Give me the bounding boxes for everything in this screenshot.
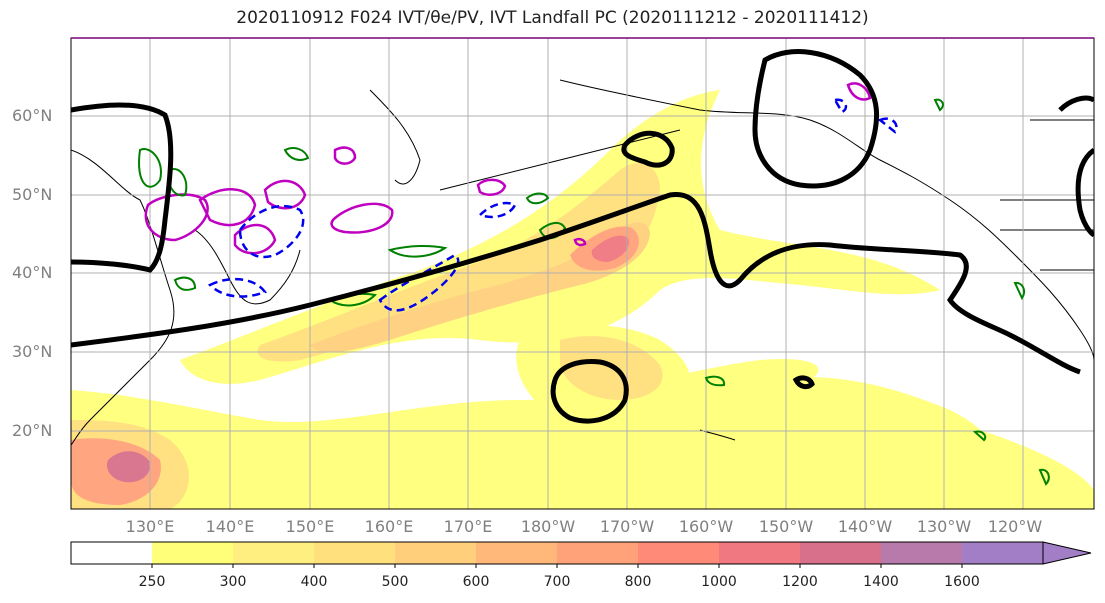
theta-blue-contours [207,98,898,312]
pv-contour [198,188,257,227]
pv-contour [333,146,357,165]
colorbar-segment [233,542,315,564]
colorbar-tick-label: 1400 [863,574,899,590]
lon-label: 160°W [678,517,734,536]
lat-label: 30°N [12,342,53,361]
pc-contour-north [71,102,174,273]
lon-label: 130°E [125,517,175,536]
pv-contour [144,193,209,242]
colorbar [70,541,1092,568]
ivt-band-500 [310,222,650,353]
colorbar-segment [557,542,639,564]
lat-label: 60°N [12,106,53,125]
pc-contour-aleutian [621,130,675,168]
colorbar-segment [962,542,1044,564]
blue-contour [833,98,848,114]
colorbar-tick-label: 300 [219,574,247,590]
colorbar-tick-label: 1200 [782,574,818,590]
korea-japan [194,229,301,305]
pc-contours [71,49,1094,424]
lon-label: 170°W [599,517,655,536]
colorbar-segment [152,542,234,564]
ivt-band-east [760,376,990,455]
colorbar-tick-label: 800 [624,574,652,590]
ivt-band-250-south [71,359,1094,509]
ivt-band-800 [591,235,629,262]
lat-label: 50°N [12,185,53,204]
lon-label: 160°E [364,517,414,536]
green-contour [138,148,162,188]
lon-label: 130°W [916,517,972,536]
pv-contour [573,237,587,247]
colorbar-tick-label: 1600 [944,574,980,590]
colorbar-segment [881,542,963,564]
alaska-coast [559,79,1094,361]
colorbar-tick-label: 700 [543,574,571,590]
ivt-band-400 [257,162,660,362]
aleutians [439,129,681,191]
pv-contour [846,82,872,101]
blue-contour [477,201,517,219]
colorbar-extend-arrow [1042,541,1092,565]
pv-contour [233,223,277,255]
blue-contour [877,117,898,134]
colorbar-tick-label: 500 [381,574,409,590]
green-contour [704,375,726,387]
colorbar-segment [395,542,477,564]
colorbar-tick-label: 250 [138,574,166,590]
colorbar-tick-label: 400 [300,574,328,590]
theta-green-contours [138,98,1050,486]
colorbar-segment [71,542,153,564]
lon-label: 120°W [987,517,1043,536]
green-contour [1038,468,1050,486]
lon-label: 150°W [758,517,814,536]
ivt-shading [71,90,1094,509]
green-contour [283,147,310,161]
lon-label: 170°E [443,517,493,536]
green-contour [1013,281,1025,301]
lon-label: 140°E [205,517,255,536]
pc-contour-small [792,375,815,390]
pv-contours [144,82,872,255]
pc-contour-main [71,192,1081,375]
kamchatka [369,89,421,185]
pc-contour-nw-canada [1058,95,1094,238]
pc-contour-gulf [752,49,880,189]
blue-contour [378,253,460,312]
colorbar-tick-label: 1000 [701,574,737,590]
blue-contour [207,277,267,298]
pc-contour-subtropical [550,359,629,424]
colorbar-segment [476,542,558,564]
lat-label: 20°N [12,421,53,440]
pv-contour [476,178,507,196]
colorbar-tick-label: 600 [462,574,490,590]
green-contour [525,192,550,205]
blue-contour [238,204,305,259]
lon-label: 180°W [520,517,576,536]
green-contour [933,98,944,112]
pv-contour [330,202,394,234]
ivt-band-south-1000 [106,451,151,483]
colorbar-segment [800,542,882,564]
map-content [71,38,1094,509]
colorbar-segment [314,542,396,564]
lat-label: 40°N [12,263,53,282]
colorbar-segment [638,542,720,564]
green-contour [173,276,197,291]
north-america-west [1000,119,1094,271]
green-contour [972,430,987,442]
lon-label: 150°E [285,517,335,536]
figure-title: 2020110912 F024 IVT/θe/PV, IVT Landfall … [236,8,869,28]
gridlines [71,38,1094,509]
colorbar-segment [719,542,801,564]
green-contour [387,244,448,258]
lon-label: 140°W [837,517,893,536]
